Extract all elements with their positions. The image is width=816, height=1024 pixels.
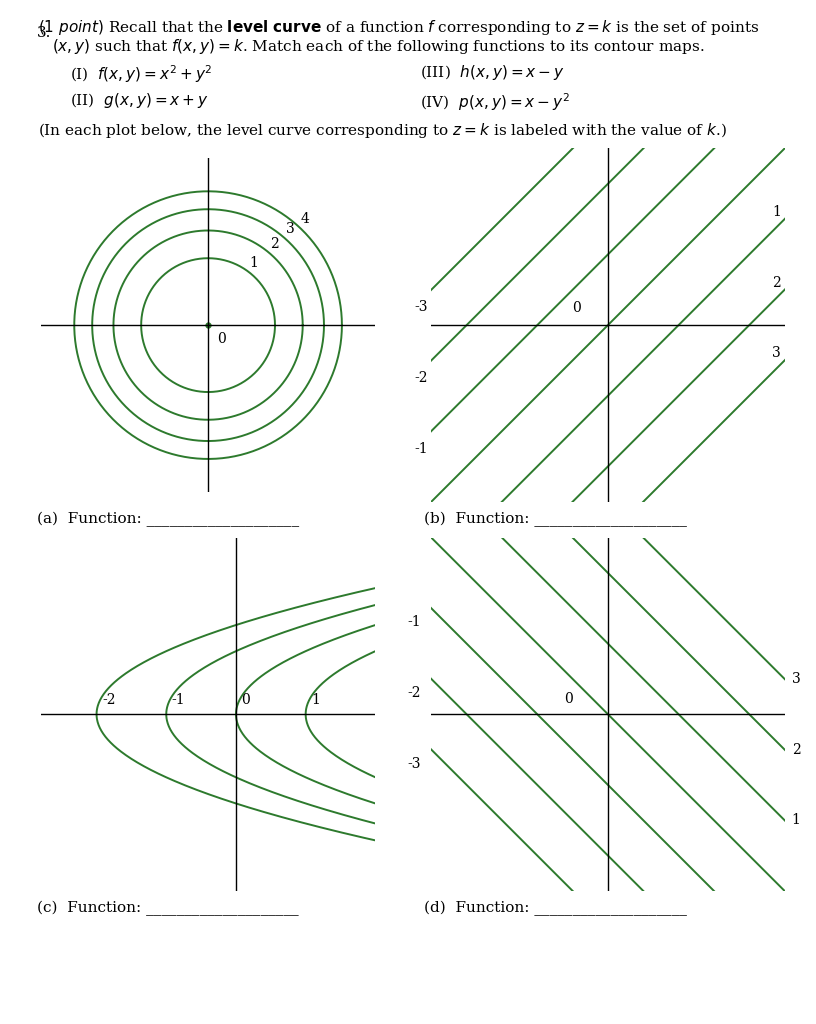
- Text: (III)  $h(x, y) = x - y$: (III) $h(x, y) = x - y$: [420, 63, 565, 82]
- Text: 3.: 3.: [37, 26, 51, 40]
- Text: 3: 3: [286, 222, 295, 237]
- Text: 0: 0: [573, 300, 581, 314]
- Text: 2: 2: [792, 742, 800, 757]
- Text: 1: 1: [772, 205, 781, 219]
- Text: 2: 2: [269, 237, 278, 251]
- Text: (c)  Function: ____________________: (c) Function: ____________________: [37, 901, 299, 916]
- Text: $(x, y)$ such that $f(x, y) = k$. Match each of the following functions to its c: $(x, y)$ such that $f(x, y) = k$. Match …: [52, 37, 704, 56]
- Text: (d)  Function: ____________________: (d) Function: ____________________: [424, 901, 687, 916]
- Text: -3: -3: [407, 757, 421, 771]
- Text: -1: -1: [415, 441, 428, 456]
- Text: 3: 3: [792, 672, 800, 686]
- Text: 4: 4: [301, 212, 310, 225]
- Text: 1: 1: [250, 256, 259, 270]
- Text: (a)  Function: ____________________: (a) Function: ____________________: [37, 512, 299, 527]
- Text: -1: -1: [172, 692, 185, 707]
- Text: 0: 0: [242, 692, 251, 707]
- Text: -2: -2: [102, 692, 116, 707]
- Text: 0: 0: [217, 332, 225, 346]
- Text: -3: -3: [415, 300, 428, 314]
- Text: -2: -2: [407, 686, 421, 700]
- Text: -1: -1: [407, 615, 421, 630]
- Text: 2: 2: [772, 275, 781, 290]
- Text: -2: -2: [415, 371, 428, 385]
- Text: $(1\ \mathit{point})$ Recall that the $\mathbf{level\ curve}$ of a function $f$ : $(1\ \mathit{point})$ Recall that the $\…: [38, 18, 759, 37]
- Text: (II)  $g(x, y) = x + y$: (II) $g(x, y) = x + y$: [70, 91, 209, 111]
- Text: (I)  $f(x, y) = x^2 + y^2$: (I) $f(x, y) = x^2 + y^2$: [70, 63, 213, 85]
- Text: 3: 3: [772, 346, 781, 360]
- Text: (IV)  $p(x, y) = x - y^2$: (IV) $p(x, y) = x - y^2$: [420, 91, 570, 113]
- Text: 1: 1: [311, 692, 320, 707]
- Text: 0: 0: [564, 692, 573, 706]
- Text: (In each plot below, the level curve corresponding to $z = k$ is labeled with th: (In each plot below, the level curve cor…: [38, 121, 727, 140]
- Text: 1: 1: [792, 813, 800, 827]
- Text: (b)  Function: ____________________: (b) Function: ____________________: [424, 512, 687, 527]
